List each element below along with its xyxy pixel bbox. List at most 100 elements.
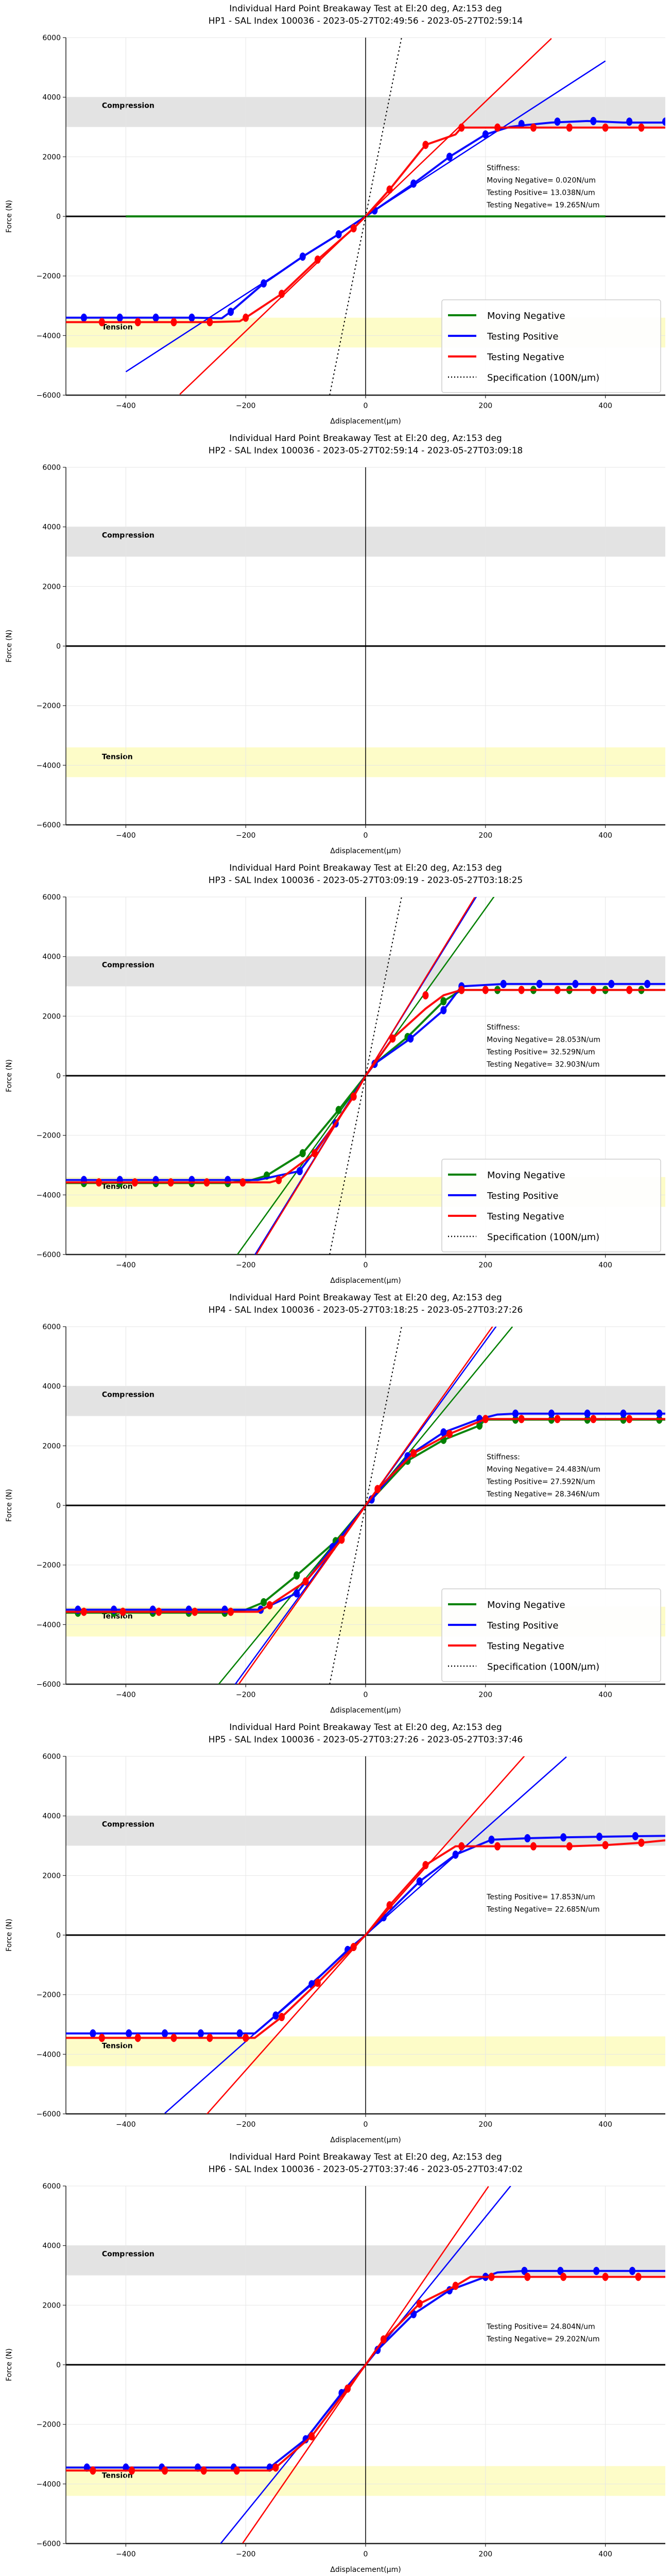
x-axis-label: Δdisplacement(μm) (330, 2136, 401, 2144)
data-point-testing-negative (638, 123, 645, 132)
x-tick-label: −400 (116, 2550, 135, 2558)
data-point-moving-negative (332, 1537, 339, 1546)
data-point-testing-negative (170, 2033, 177, 2042)
data-point-testing-positive (299, 252, 306, 261)
y-axis-label: Force (N) (5, 200, 13, 233)
legend: Moving Negative Testing Positive Testing N… (441, 1159, 661, 1252)
stiffness-value: Moving Negative= 0.020N/um (487, 176, 596, 184)
y-axis-label: Force (N) (5, 1059, 13, 1092)
y-tick-label: 0 (56, 642, 61, 651)
stiffness-value: Testing Negative= 22.685N/um (486, 1906, 599, 1914)
x-tick-label: 0 (364, 402, 368, 410)
data-point-testing-negative (275, 1176, 282, 1184)
y-tick-label: 4000 (42, 2242, 61, 2250)
stiffness-title: Stiffness: (487, 1023, 520, 1031)
data-point-testing-positive (228, 308, 234, 316)
data-point-testing-positive (407, 1034, 414, 1043)
y-tick-label: −2000 (37, 1562, 61, 1570)
stiffness-title: Stiffness: (487, 1453, 520, 1461)
data-point-testing-negative (239, 1178, 246, 1187)
data-point-testing-positive (416, 1877, 423, 1886)
data-point-testing-negative (446, 1430, 453, 1438)
data-point-testing-positive (644, 979, 651, 988)
data-point-testing-positive (512, 1409, 519, 1418)
y-tick-label: −4000 (37, 761, 61, 770)
data-point-testing-negative (96, 1178, 102, 1187)
plot-area (66, 897, 665, 1255)
y-tick-label: 6000 (42, 34, 61, 42)
band-label-tension: Tension (102, 2042, 133, 2050)
data-point-testing-negative (554, 1415, 561, 1423)
series-line-testing-negative (66, 1418, 665, 1613)
data-point-testing-negative (314, 255, 321, 264)
y-tick-label: 0 (56, 1931, 61, 1940)
x-tick-label: 200 (478, 2121, 492, 2129)
y-tick-label: −6000 (37, 2540, 61, 2548)
chart-subtitle: HP2 - SAL Index 100036 - 2023-05-27T02:5… (209, 446, 523, 456)
data-point-testing-negative (279, 2013, 285, 2022)
data-point-testing-negative (131, 1178, 138, 1187)
data-point-testing-negative (638, 1838, 645, 1847)
data-point-testing-negative (170, 318, 177, 327)
data-point-testing-negative (344, 2384, 351, 2393)
band-label-compression: Compression (102, 2250, 154, 2259)
data-point-testing-positive (294, 1589, 300, 1598)
y-tick-label: −2000 (37, 2421, 61, 2429)
data-point-testing-positive (335, 230, 342, 239)
y-tick-label: 6000 (42, 1753, 61, 1761)
x-tick-label: 0 (364, 2121, 368, 2129)
data-point-moving-negative (335, 1106, 342, 1114)
chart-hp2: Individual Hard Point Breakaway Test at … (0, 430, 672, 859)
band-label-tension: Tension (102, 324, 133, 332)
y-axis-label: Force (N) (5, 630, 13, 663)
y-tick-label: −6000 (37, 1251, 61, 1259)
y-tick-label: −2000 (37, 1991, 61, 1999)
data-point-testing-negative (602, 2273, 609, 2281)
y-axis-label: Force (N) (5, 1489, 13, 1522)
legend-label: Moving Negative (487, 1600, 565, 1611)
y-tick-label: −6000 (37, 1681, 61, 1689)
data-point-testing-positive (272, 2011, 279, 2020)
data-point-testing-positive (593, 2266, 600, 2275)
stiffness-value: Testing Negative= 28.346N/um (486, 1490, 599, 1498)
plot-area (66, 38, 665, 395)
data-point-testing-negative (422, 991, 429, 999)
data-point-testing-positive (80, 313, 87, 322)
data-point-moving-negative (261, 1598, 267, 1606)
data-point-moving-negative (294, 1571, 300, 1580)
chart-hp3: Individual Hard Point Breakaway Test at … (0, 859, 672, 1289)
chart-svg: Individual Hard Point Breakaway Test at … (5, 4, 665, 426)
data-point-testing-negative (80, 1607, 87, 1616)
data-point-testing-negative (162, 2466, 168, 2475)
chart-hp5: Individual Hard Point Breakaway Test at … (0, 1719, 672, 2148)
chart-svg: Individual Hard Point Breakaway Test at … (5, 433, 665, 855)
data-point-testing-positive (560, 1833, 567, 1842)
series-line-testing-negative (66, 1839, 665, 2039)
chart-subtitle: HP5 - SAL Index 100036 - 2023-05-27T03:2… (209, 1735, 523, 1745)
x-tick-label: −200 (236, 2550, 255, 2558)
data-point-testing-positive (440, 1006, 447, 1014)
chart-title: Individual Hard Point Breakaway Test at … (229, 1293, 502, 1303)
data-point-testing-negative (203, 1178, 210, 1187)
data-point-testing-negative (488, 2273, 495, 2281)
data-point-testing-positive (261, 279, 267, 288)
x-tick-label: 200 (478, 832, 492, 840)
stiffness-value: Testing Positive= 24.804N/um (486, 2323, 595, 2331)
chart-svg: Individual Hard Point Breakaway Test at … (5, 2152, 665, 2574)
legend-label: Moving Negative (487, 311, 565, 321)
stiffness-value: Testing Negative= 32.903N/um (486, 1060, 599, 1069)
data-point-testing-positive (197, 2029, 204, 2038)
stiffness-value: Testing Negative= 19.265N/um (486, 201, 599, 209)
legend-label: Specification (100N/μm) (487, 1662, 599, 1672)
data-point-testing-positive (656, 1409, 663, 1418)
data-point-testing-negative (554, 986, 561, 994)
x-tick-label: −200 (236, 1261, 255, 1269)
data-point-testing-negative (350, 1943, 357, 1952)
band-label-tension: Tension (102, 2472, 133, 2480)
data-point-testing-negative (90, 2466, 96, 2475)
series-line-testing-positive (66, 120, 665, 319)
data-point-testing-negative (233, 2466, 240, 2475)
data-point-testing-positive (152, 313, 159, 322)
fit-line-specification-100n-m (329, 897, 402, 1255)
data-point-testing-negative (243, 313, 249, 322)
